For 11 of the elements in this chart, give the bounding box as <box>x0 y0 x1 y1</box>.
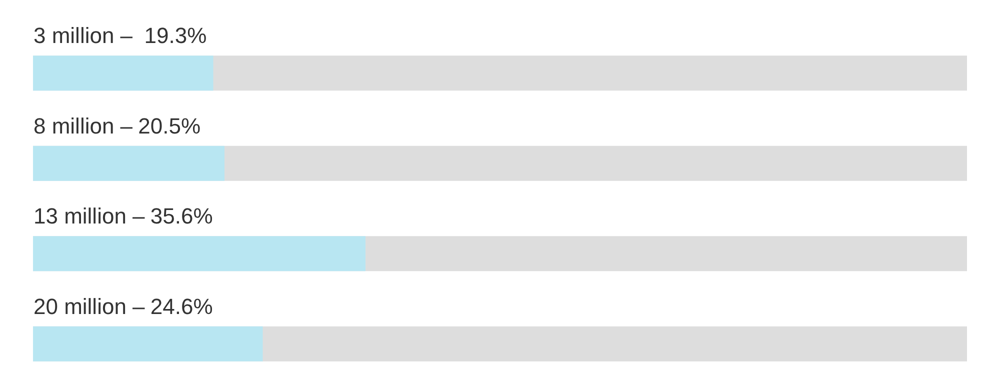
data-label: 20.5% <box>138 113 201 138</box>
y-tick-label: 20 million – <box>34 294 146 319</box>
data-label: 24.6% <box>150 294 213 319</box>
bar <box>33 56 214 91</box>
data-label: 19.3% <box>144 23 207 48</box>
y-tick-label: 8 million – <box>34 113 134 138</box>
data-label: 35.6% <box>150 204 213 229</box>
bar <box>33 326 263 362</box>
bar <box>33 146 224 181</box>
y-tick-label: 3 million – <box>34 23 134 48</box>
y-tick-label: 13 million – <box>34 204 146 229</box>
